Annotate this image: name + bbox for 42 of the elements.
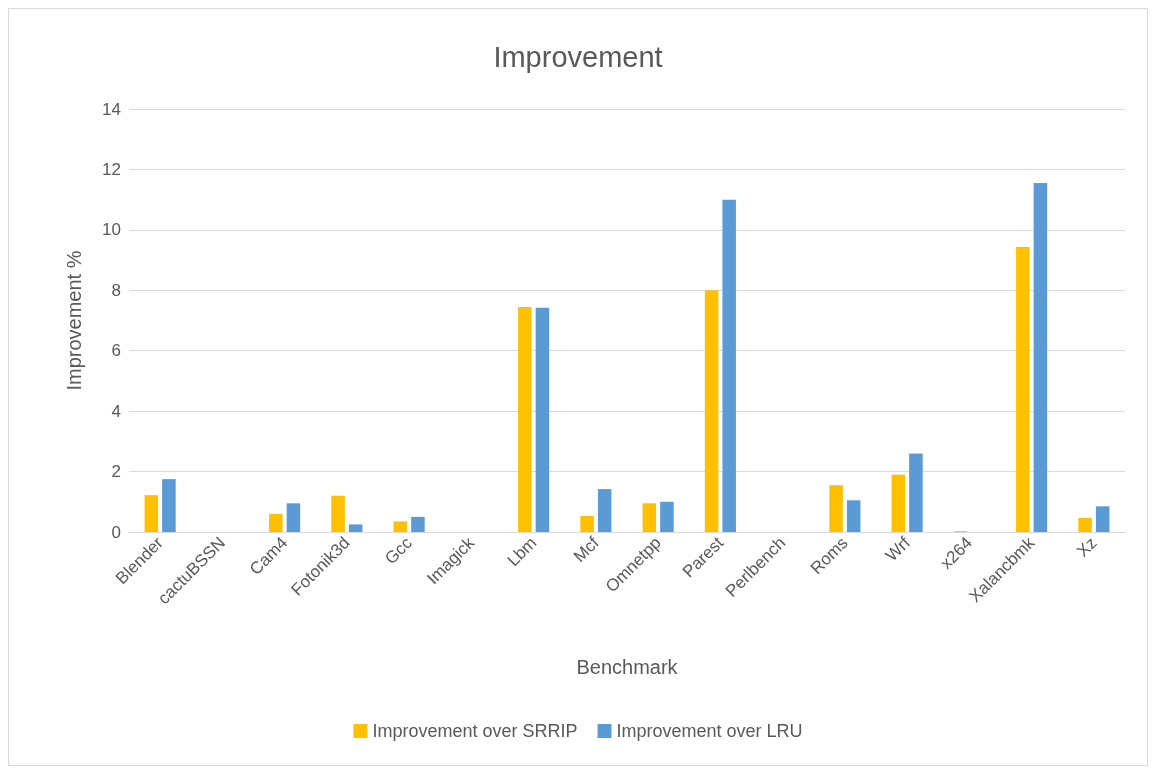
- bar: [829, 485, 843, 532]
- y-tick-label: 0: [111, 522, 121, 542]
- bar: [411, 516, 425, 532]
- bar: [393, 521, 408, 532]
- x-tick-label: Xz: [1073, 533, 1101, 561]
- bar: [580, 515, 594, 532]
- bar: [1095, 506, 1110, 532]
- bar: [144, 495, 159, 532]
- bar: [846, 500, 861, 532]
- bar: [1078, 517, 1092, 532]
- y-tick-label: 14: [102, 99, 121, 119]
- bar: [518, 306, 532, 532]
- bar: [642, 503, 657, 532]
- chart-title: Improvement: [493, 40, 663, 73]
- y-tick-label: 10: [102, 220, 121, 240]
- y-tick-label: 12: [102, 159, 121, 179]
- bar: [1016, 247, 1030, 532]
- bar: [269, 513, 283, 532]
- bar: [909, 453, 923, 532]
- x-tick-label: Gcc: [381, 532, 417, 569]
- bar: [660, 501, 674, 532]
- y-axis-title: Improvement %: [63, 250, 85, 391]
- bar: [331, 495, 345, 532]
- y-tick-label: 4: [111, 401, 121, 421]
- legend-label: Improvement over SRRIP: [372, 721, 578, 741]
- x-axis-title: Benchmark: [576, 656, 679, 678]
- x-tick-label: Mcf: [569, 533, 603, 567]
- legend-label: Improvement over LRU: [616, 721, 803, 741]
- bar: [162, 479, 176, 532]
- x-tick-label: Lbm: [503, 533, 541, 571]
- bar: [1033, 183, 1048, 532]
- y-tick-label: 2: [111, 462, 121, 482]
- bar: [348, 524, 363, 532]
- bar: [535, 307, 550, 532]
- x-tick-label: Wrf: [881, 533, 915, 566]
- y-tick-label: 8: [111, 280, 121, 300]
- bar: [597, 489, 612, 532]
- bar: [286, 503, 301, 532]
- bar: [722, 199, 736, 532]
- y-tick-label: 6: [111, 341, 121, 361]
- bar: [704, 290, 719, 532]
- bar: [891, 474, 906, 532]
